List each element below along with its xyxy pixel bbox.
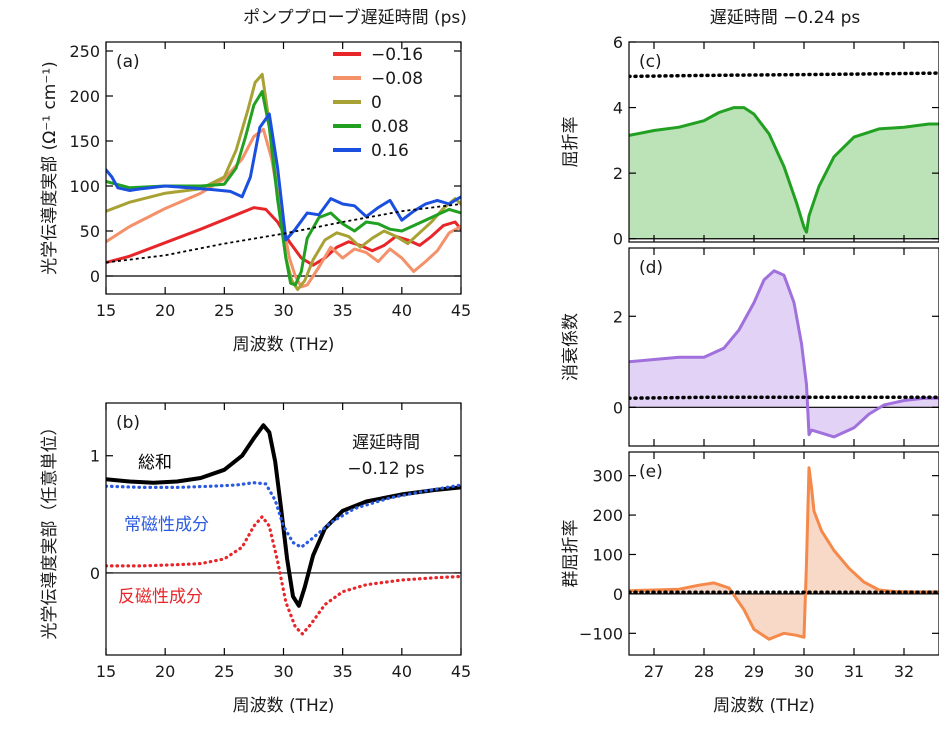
y-tick-label: 2 [613,164,623,183]
series-line-d-0 [629,269,939,439]
x-tick-label: 28 [694,662,714,681]
y-tick-label: 100 [592,545,623,564]
x-axis-label: 周波数 (THz) [233,696,335,716]
panel-a: 0 50 100 150 200 250 15 20 25 30 35 40 45 (a) 周波数 (THz… [40,41,471,355]
area-fill-d-0 [629,270,939,437]
y-tick-label: 4 [613,99,623,118]
series-line-b-0 [106,423,461,608]
y-tick-label: 50 [80,222,100,241]
plot-frame [628,247,939,447]
y-tick-label: 250 [69,42,100,61]
series-label: 総和 [138,453,172,473]
x-tick-label: 30 [273,301,293,320]
series-line-c-0 [629,106,939,234]
x-axis-label: 周波数 (THz) [713,696,815,716]
y-tick-label: 6 [613,33,623,52]
y-tick-label: 100 [69,177,100,196]
series-line-a-2 [106,72,461,291]
series-label: 反磁性成分 [118,587,203,607]
y-axis-label: 屈折率 [561,117,581,168]
y-axis-label: 群屈折率 [561,520,581,588]
x-tick-label: 35 [332,301,352,320]
panel-b: 0 1 15 20 25 30 35 40 45 (b) 周波数 (THz) 光学伝導度実部（任意単位… [40,402,471,716]
x-tick-label: 35 [332,662,352,681]
legend-label: −0.16 [371,45,423,65]
x-tick-label: 20 [155,662,175,681]
panel-label: (d) [639,258,663,278]
y-axis-label: 消衰係数 [561,313,581,381]
x-tick-label: 27 [644,662,664,681]
x-tick-label: 30 [794,662,814,681]
y-tick-label: 1 [90,447,100,466]
y-tick-label: 150 [69,132,100,151]
x-tick-label: 15 [96,662,116,681]
y-tick-label: 0 [90,267,100,286]
plot-area [629,71,939,240]
series-line-a-0 [106,206,461,267]
y-tick-label: 200 [69,87,100,106]
series-line-a-3 [106,90,461,287]
legend-label: 0.16 [371,141,409,161]
annotation-line-2: −0.12 ps [347,459,424,479]
area-fill-c-0 [629,107,939,239]
y-tick-label: 0 [90,564,100,583]
x-tick-label: 25 [214,301,234,320]
y-tick-label: −100 [579,624,623,643]
y-tick-label: 200 [592,506,623,525]
legend-label: 0.08 [371,117,409,137]
series-line-a-5 [106,203,461,264]
y-axis-label: 光学伝導度実部（任意単位） [40,419,60,640]
series-line-e-0 [629,466,939,641]
plot-area [106,423,461,636]
x-tick-label: 32 [894,662,914,681]
x-tick-label: 20 [155,301,175,320]
panel-label: (e) [639,462,663,482]
plot-area [106,72,461,291]
plot-frame [628,41,939,243]
area-fill-e-0 [629,467,939,640]
x-tick-label: 25 [214,662,234,681]
panel-label: (a) [116,52,140,72]
panel-label: (c) [639,52,662,72]
series-line-b-2 [106,515,461,636]
y-tick-label: 300 [592,467,623,486]
x-tick-label: 40 [392,662,412,681]
x-tick-label: 45 [451,662,471,681]
series-line-a-1 [106,127,461,289]
y-tick-label: 0 [613,230,623,249]
panel-c: 0 2 4 6 (c) 屈折率 [561,33,939,249]
legend-label: 0 [371,93,382,113]
y-tick-label: 2 [613,307,623,326]
plot-area [629,466,939,641]
annotation-line-1: 遅延時間 [352,433,420,453]
plot-frame [628,451,939,656]
panel-label: (b) [116,413,140,433]
series-line-a-4 [106,112,461,242]
left-title: ポンププローブ遅延時間 (ps) [243,7,467,28]
series-label: 常磁性成分 [124,515,209,535]
panel-d: 0 2 (d) 消衰係数 [561,247,939,447]
series-line-b-1 [106,481,461,549]
right-title: 遅延時間 −0.24 ps [710,8,861,28]
x-axis-label: 周波数 (THz) [233,335,335,355]
x-tick-label: 30 [273,662,293,681]
legend-label: −0.08 [371,69,423,89]
x-tick-label: 29 [744,662,764,681]
y-tick-label: 0 [613,585,623,604]
y-axis-label: 光学伝導度実部 (Ω⁻¹ cm⁻¹) [40,61,60,275]
panel-e: −100 0 100 200 300 27 28 29 30 31 32 (e) 周波数 (THz) 群屈… [561,451,939,716]
plot-area [629,269,939,439]
y-tick-label: 0 [613,398,623,417]
series-line-d-1 [629,395,939,400]
x-tick-label: 15 [96,301,116,320]
x-tick-label: 40 [392,301,412,320]
series-line-c-1 [629,71,939,79]
x-tick-label: 45 [451,301,471,320]
x-tick-label: 31 [844,662,864,681]
